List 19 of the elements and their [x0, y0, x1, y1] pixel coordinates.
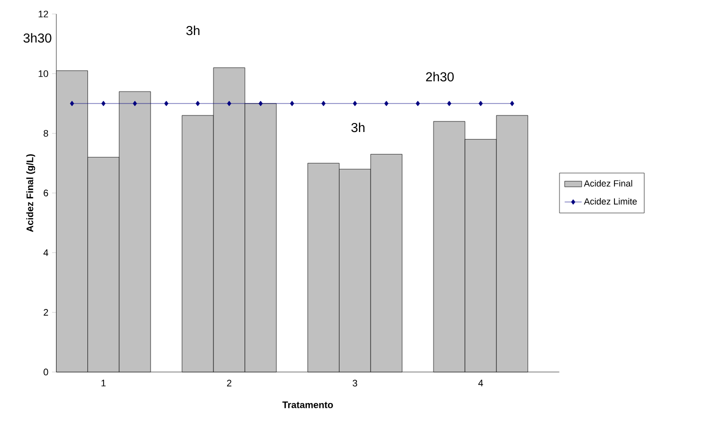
y-axis-title: Acidez Final (g/L)	[26, 154, 36, 232]
legend-label: Acidez Final	[584, 180, 632, 187]
text: 3h30	[24, 33, 52, 43]
y-tick-label: 6	[44, 190, 48, 196]
x-axis-title: Tratamento	[282, 402, 333, 408]
annotation: 2h30	[426, 72, 454, 82]
x-tick-label: 4	[478, 380, 484, 386]
annotation: 3h	[186, 26, 200, 36]
y-tick-label: 2	[44, 309, 48, 316]
y-tick-label: 0	[44, 368, 48, 376]
y-tick-label: 12	[38, 10, 48, 18]
y-tick-label: 10	[38, 70, 48, 78]
y-tick-label: 4	[43, 249, 48, 256]
x-tick-label: 1	[102, 380, 106, 386]
x-tick-label: 3	[352, 380, 358, 386]
y-tick-label: 8	[44, 130, 48, 137]
legend-label: Acidez Limite	[584, 198, 637, 205]
x-tick-label: 2	[227, 380, 232, 386]
annotation: 3h	[351, 122, 364, 132]
